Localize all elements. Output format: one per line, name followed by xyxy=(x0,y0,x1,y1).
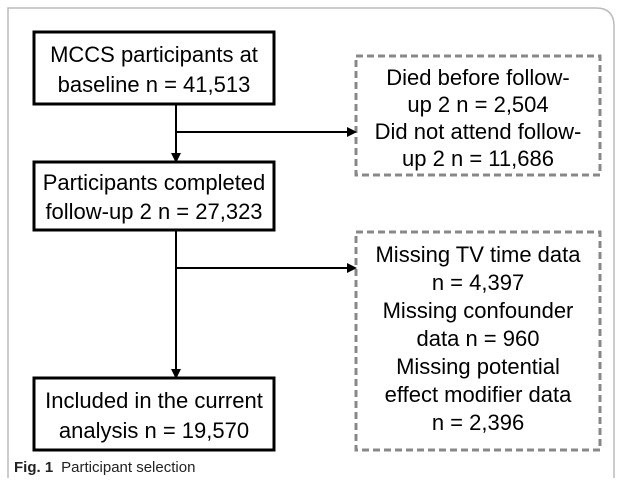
caption-text: Participant selection xyxy=(61,459,195,476)
exclusion-box xyxy=(354,54,602,177)
box-text: analysis n = 19,570 xyxy=(59,418,249,443)
box-text: effect modifier data xyxy=(385,382,572,407)
box xyxy=(32,30,276,106)
box-text: Included in the current xyxy=(45,388,263,413)
box-text: Missing confounder xyxy=(383,298,574,323)
frame xyxy=(7,7,615,478)
box-text: baseline n = 41,513 xyxy=(58,72,251,97)
box-text: MCCS participants at xyxy=(50,42,258,67)
box-text: Died before follow- xyxy=(386,65,569,90)
box-text: n = 4,397 xyxy=(432,270,524,295)
box-text: Did not attend follow- xyxy=(375,119,582,144)
caption: Fig. 1 Participant selection xyxy=(14,459,195,476)
box-text: up 2 n = 11,686 xyxy=(402,146,554,171)
box-text: n = 2,396 xyxy=(432,410,524,435)
exclusion-box xyxy=(354,230,602,452)
box-text: Participants completed xyxy=(43,170,266,195)
box-text: Missing TV time data xyxy=(375,242,581,267)
box-text: Missing potential xyxy=(396,354,560,379)
box-text: follow-up 2 n = 27,323 xyxy=(45,199,262,224)
box xyxy=(32,376,276,452)
box-text: up 2 n = 2,504 xyxy=(407,92,548,117)
box xyxy=(32,160,276,232)
box-text: data n = 960 xyxy=(417,326,540,351)
caption-label: Fig. 1 xyxy=(14,459,53,476)
